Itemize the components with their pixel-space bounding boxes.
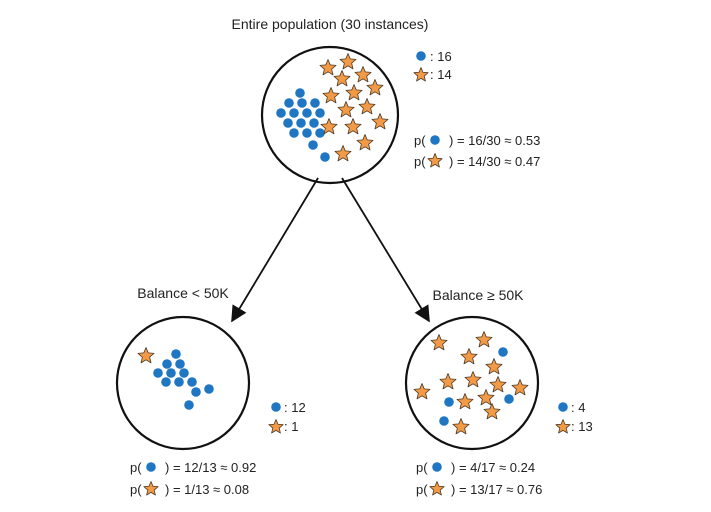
root-p-star-icon [427, 153, 443, 168]
root-dot [284, 98, 294, 108]
left-dot [153, 368, 163, 378]
right-star [483, 403, 501, 420]
root-dot [302, 108, 312, 118]
root-star [339, 53, 357, 70]
root-dot [276, 108, 286, 118]
right-p-star-open: p( [416, 482, 428, 497]
right-count-star: : 13 [571, 419, 593, 434]
root-p-star-open: p( [414, 154, 426, 169]
root-star [345, 84, 363, 101]
left-count-star: : 1 [284, 419, 298, 434]
root-star [322, 87, 340, 104]
left-p-star-open: p( [130, 482, 142, 497]
root-star [356, 134, 374, 151]
root-dot [310, 98, 320, 108]
left-dot [161, 377, 171, 387]
right-p-star-icon [429, 481, 445, 496]
root-p-star-expr: ) = 14/30 ≈ 0.47 [449, 154, 540, 169]
root-dot [309, 118, 319, 128]
right-dot [504, 394, 514, 404]
root-node-title: Entire population (30 instances) [232, 16, 429, 32]
right-star [460, 348, 478, 365]
left-count-dot: : 12 [284, 400, 306, 415]
root-dot [320, 152, 330, 162]
root-dot [283, 118, 293, 128]
right-dot [498, 347, 508, 357]
edge-root-to-left [231, 177, 319, 323]
left-dot [179, 368, 189, 378]
root-star [371, 113, 389, 130]
left-legend-dot-icon [271, 402, 281, 412]
right-node-title: Balance ≥ 50K [433, 287, 525, 303]
root-dot [289, 108, 299, 118]
right-star [489, 376, 507, 393]
root-count-star: : 14 [430, 67, 452, 82]
right-star [413, 383, 431, 400]
left-p-dot-expr: ) = 12/13 ≈ 0.92 [165, 460, 256, 475]
root-p-dot-expr: ) = 16/30 ≈ 0.53 [449, 133, 540, 148]
right-dot [444, 397, 454, 407]
root-p-dot-open: p( [414, 133, 426, 148]
right-star [511, 379, 529, 396]
root-star [358, 98, 376, 115]
left-dot [162, 359, 172, 369]
root-dot [308, 140, 318, 150]
root-star [334, 145, 352, 162]
right-star [430, 334, 448, 351]
root-dot [302, 128, 312, 138]
right-legend-dot-icon [558, 402, 568, 412]
root-star [319, 59, 337, 76]
root-node-circle [260, 45, 400, 185]
right-star [452, 418, 470, 435]
left-p-star-icon [143, 481, 159, 496]
root-star [354, 66, 372, 83]
root-dot [297, 98, 307, 108]
root-dot [289, 128, 299, 138]
root-count-dot: : 16 [430, 49, 452, 64]
right-p-dot-icon [432, 462, 442, 472]
root-dot [315, 108, 325, 118]
left-dot [171, 349, 181, 359]
root-star [366, 79, 384, 96]
left-p-star-expr: ) = 1/13 ≈ 0.08 [165, 482, 249, 497]
root-legend-star-icon [413, 67, 429, 82]
root-dot [296, 118, 306, 128]
root-dot [315, 128, 325, 138]
right-p-dot-expr: ) = 4/17 ≈ 0.24 [451, 460, 535, 475]
right-dot [439, 416, 449, 426]
root-legend-dot-icon [416, 51, 426, 61]
left-legend-star-icon [268, 419, 284, 434]
root-star [344, 118, 362, 135]
right-legend-star-icon [555, 419, 571, 434]
left-dot [187, 377, 197, 387]
right-star [477, 389, 495, 406]
left-dot [191, 387, 201, 397]
right-count-dot: : 4 [571, 400, 585, 415]
root-dot [295, 88, 305, 98]
left-dot [184, 400, 194, 410]
left-dot [175, 359, 185, 369]
root-p-dot-icon [430, 135, 440, 145]
left-p-dot-open: p( [130, 460, 142, 475]
left-dot [174, 377, 184, 387]
root-star [333, 70, 351, 87]
left-dot [166, 368, 176, 378]
right-star [464, 371, 482, 388]
root-star [337, 101, 355, 118]
left-p-dot-icon [146, 462, 156, 472]
right-p-star-expr: ) = 13/17 ≈ 0.76 [451, 482, 542, 497]
right-star [475, 331, 493, 348]
left-dot [204, 384, 214, 394]
root-star [320, 118, 338, 135]
left-node-title: Balance < 50K [137, 285, 229, 301]
right-star [439, 373, 457, 390]
right-star [456, 393, 474, 410]
right-p-dot-open: p( [416, 460, 428, 475]
edge-root-to-right [341, 177, 430, 323]
right-star [485, 358, 503, 375]
left-star [137, 347, 155, 364]
